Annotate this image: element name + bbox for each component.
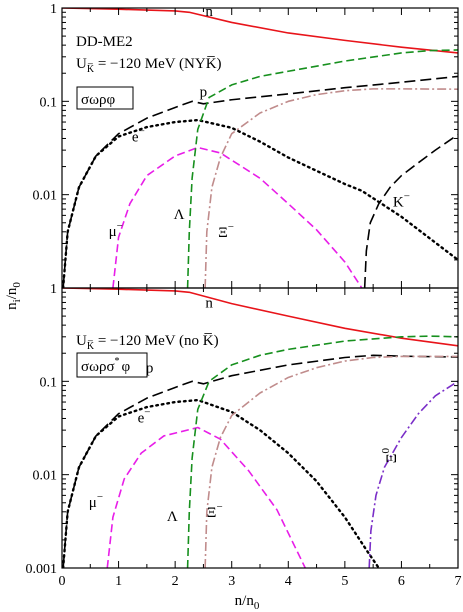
top-curve-label-4-main: Λ [174, 207, 185, 223]
top-curve-label-6: K− [393, 190, 410, 210]
top-model-label: DD-ME2 [76, 34, 133, 50]
top-box-frame [76, 86, 134, 110]
bottom-x-tick-label-7: 7 [455, 574, 462, 589]
bottom-potential-label: UK̅ = −120 MeV (no K̅) [76, 333, 219, 352]
bottom-box-sup: * [115, 356, 120, 367]
top-curve-label-4: Λ [174, 207, 185, 223]
bottom-y-tick-label-3: 0.001 [26, 562, 58, 577]
bottom-curve-label-4-main: Λ [167, 509, 178, 525]
top-curve-label-1: p [200, 85, 208, 101]
bottom-x-tick-label-5: 5 [341, 574, 348, 589]
top-series-4-line [186, 49, 458, 288]
bottom-y-tick-label-1: 0.1 [40, 375, 58, 390]
top-potential-sub: K̅ [87, 64, 95, 75]
bottom-frame [61, 287, 459, 569]
top-curve-label-3-main: μ [109, 224, 117, 240]
bottom-curve-label-3-main: μ [89, 495, 97, 511]
top-series-2-line [62, 118, 458, 288]
top-box-label: σωρφ [81, 92, 115, 108]
bottom-x-tick-label-4: 4 [285, 574, 292, 589]
x-axis-title: n/n0 [235, 593, 260, 612]
bottom-curve-label-0: n [205, 295, 213, 311]
bottom-series-3-line [106, 426, 306, 568]
bottom-curve-label-6-main: Ξ [384, 454, 400, 464]
bottom-x-tick-label-2: 2 [172, 574, 179, 589]
y-axis-title: ni/n0 [4, 282, 23, 310]
bottom-curve-label-4: Λ [167, 509, 178, 525]
bottom-curve-label-6: Ξ0 [380, 448, 400, 464]
bottom-series-2-line [62, 398, 380, 568]
top-series-5-line [204, 88, 458, 288]
bottom-box-label: σωρσ* φ [81, 356, 131, 375]
bottom-curve-label-1: p [146, 360, 154, 376]
bottom-box-tail: φ [122, 359, 131, 375]
bottom-potential-value: = −120 MeV (no K̅) [94, 333, 219, 349]
y-axis-title-main: n [4, 302, 20, 310]
x-axis-title-sub: 0 [254, 600, 260, 612]
top-potential-value: = −120 MeV (NYK̅) [94, 56, 221, 72]
bottom-series-0-line [62, 288, 458, 347]
bottom-box-frame [76, 352, 148, 378]
top-curve-label-1-main: p [200, 85, 208, 101]
bottom-curve-label-2: e− [138, 407, 151, 427]
bottom-y-tick-label-2: 0.01 [33, 469, 58, 484]
top-curve-label-3-sup: − [117, 220, 123, 232]
bottom-y-tick-label-0: 1 [50, 282, 57, 297]
bottom-box-main: σωρσ [81, 359, 115, 375]
y-axis-title-mid: /n [4, 287, 20, 299]
top-curve-label-3: μ− [109, 220, 123, 240]
top-series-3-line [112, 146, 363, 288]
x-axis-title-main: n/n [235, 593, 255, 609]
top-curve-label-6-main: K [393, 194, 404, 210]
top-curve-label-0-main: n [205, 4, 213, 20]
bottom-curve-label-5-sup: − [216, 501, 222, 513]
bottom-series-group [62, 288, 458, 568]
top-series-6-line [363, 133, 458, 288]
bottom-series-6-line [368, 380, 458, 568]
top-series-1-line [62, 75, 458, 288]
bottom-potential-sub: K̅ [87, 341, 95, 352]
top-y-tick-label-2: 0.01 [33, 189, 58, 204]
bottom-curve-label-3-sup: − [97, 491, 103, 503]
bottom-curve-label-2-main: e [138, 411, 145, 427]
top-curve-label-0: n [205, 4, 213, 20]
bottom-x-tick-label-3: 3 [228, 574, 235, 589]
bottom-potential-main: U [76, 333, 87, 349]
top-y-tick-label-1: 0.1 [40, 95, 58, 110]
bottom-series-5-line [204, 355, 458, 568]
top-curve-label-2: e− [132, 126, 145, 146]
bottom-curve-label-5: Ξ− [207, 501, 223, 521]
bottom-curve-label-5-main: Ξ [207, 505, 217, 521]
top-y-tick-label-0: 1 [50, 2, 57, 17]
top-potential-label: UK̅ = −120 MeV (NYK̅) [76, 56, 222, 75]
bottom-curve-label-0-main: n [205, 295, 213, 311]
bottom-curve-label-6-sup: 0 [380, 448, 392, 454]
bottom-curve-label-1-main: p [146, 360, 154, 376]
top-series-group [62, 8, 458, 288]
top-curve-label-6-sup: − [404, 190, 410, 202]
bottom-curve-label-3: μ− [89, 491, 103, 511]
top-curve-label-5-sup: − [228, 221, 234, 233]
bottom-x-tick-label-0: 0 [59, 574, 66, 589]
y-axis-title-sub: i [11, 299, 23, 302]
bottom-x-tick-label-6: 6 [398, 574, 405, 589]
top-curve-label-2-sup: − [139, 126, 145, 138]
top-potential-main: U [76, 56, 87, 72]
top-curve-label-5: Ξ− [218, 221, 234, 241]
bottom-x-tick-label-1: 1 [115, 574, 122, 589]
top-curve-label-2-main: e [132, 130, 139, 146]
bottom-curve-label-2-sup: − [144, 407, 150, 419]
bottom-series-4-line [186, 335, 458, 568]
top-series-0-line [62, 8, 458, 54]
top-frame [61, 7, 459, 289]
y-axis-title-sub2: 0 [11, 282, 23, 288]
top-curve-label-5-main: Ξ [218, 225, 228, 241]
